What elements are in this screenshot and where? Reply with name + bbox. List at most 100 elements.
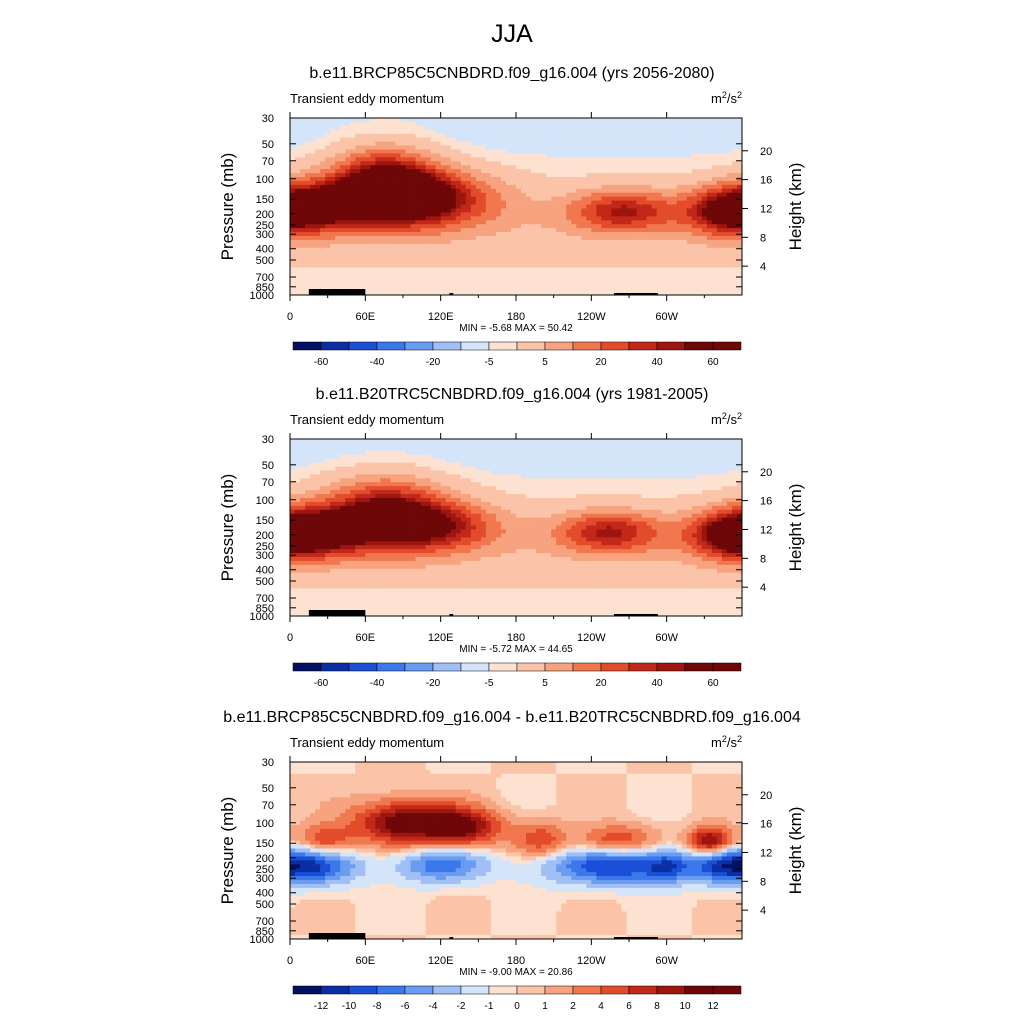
- heatmap-cell: [556, 232, 562, 237]
- heatmap-cell: [415, 184, 421, 190]
- heatmap-cell: [591, 125, 597, 131]
- heatmap-cell: [731, 470, 738, 475]
- heatmap-cell: [360, 458, 366, 463]
- heatmap-cell: [370, 173, 376, 178]
- heatmap-cell: [365, 239, 371, 245]
- heatmap-cell: [526, 439, 532, 444]
- heatmap-cell: [616, 263, 622, 268]
- heatmap-cell: [621, 259, 627, 264]
- heatmap-cell: [701, 177, 708, 182]
- heatmap-cell: [505, 161, 512, 166]
- heatmap-cell: [405, 129, 411, 135]
- heatmap-cell: [305, 153, 311, 158]
- heatmap-cell: [621, 247, 627, 253]
- heatmap-cell: [430, 169, 437, 174]
- heatmap-cell: [596, 141, 602, 146]
- heatmap-cell: [470, 439, 477, 444]
- heatmap-cell: [541, 228, 547, 233]
- heatmap-cell: [380, 177, 386, 182]
- heatmap-cell: [385, 291, 391, 296]
- heatmap-cell: [455, 236, 462, 241]
- heatmap-cell: [345, 259, 351, 264]
- heatmap-cell: [390, 129, 396, 135]
- heatmap-cell: [566, 439, 572, 444]
- heatmap-cell: [716, 161, 723, 166]
- heatmap-cell: [290, 121, 296, 127]
- heatmap-cell: [691, 255, 698, 260]
- heatmap-cell: [551, 442, 557, 448]
- heatmap-cell: [450, 232, 457, 237]
- heatmap-cell: [671, 141, 678, 146]
- heatmap-cell: [621, 216, 627, 221]
- heatmap-cell: [385, 228, 391, 233]
- heatmap-cell: [480, 145, 487, 150]
- heatmap-cell: [621, 267, 627, 272]
- heatmap-cell: [460, 125, 467, 131]
- heatmap-cell: [571, 259, 577, 264]
- heatmap-cell: [390, 287, 396, 292]
- heatmap-cell: [561, 228, 567, 233]
- heatmap-cell: [536, 291, 542, 296]
- heatmap-cell: [596, 180, 602, 186]
- heatmap-cell: [470, 141, 477, 146]
- heatmap-cell: [435, 180, 442, 186]
- heatmap-cell: [480, 137, 487, 142]
- heatmap-cell: [736, 283, 743, 288]
- heatmap-cell: [435, 169, 442, 174]
- heatmap-cell: [516, 251, 522, 257]
- heatmap-cell: [345, 263, 351, 268]
- heatmap-cell: [305, 180, 311, 186]
- heatmap-cell: [370, 216, 376, 221]
- heatmap-cell: [420, 255, 426, 260]
- heatmap-cell: [531, 243, 537, 249]
- heatmap-cell: [586, 216, 592, 221]
- heatmap-cell: [480, 470, 487, 475]
- heatmap-cell: [495, 462, 502, 467]
- heatmap-cell: [716, 133, 723, 139]
- heatmap-cell: [671, 196, 678, 201]
- heatmap-cell: [541, 133, 547, 139]
- heatmap-cell: [320, 446, 326, 452]
- heatmap-cell: [601, 118, 607, 123]
- heatmap-cell: [320, 153, 326, 158]
- heatmap-cell: [395, 442, 401, 448]
- heatmap-cell: [691, 275, 698, 280]
- heatmap-cell: [290, 247, 296, 253]
- heatmap-cell: [606, 165, 612, 170]
- heatmap-cell: [350, 458, 356, 463]
- heatmap-cell: [355, 470, 361, 475]
- heatmap-cell: [641, 279, 647, 284]
- heatmap-cell: [566, 259, 572, 264]
- heatmap-cell: [686, 121, 693, 127]
- heatmap-cell: [551, 275, 557, 280]
- heatmap-cell: [395, 133, 401, 139]
- heatmap-cell: [500, 263, 507, 268]
- heatmap-cell: [480, 267, 487, 272]
- heatmap-cell: [601, 271, 607, 276]
- heatmap-cell: [435, 196, 442, 201]
- heatmap-cell: [706, 279, 713, 284]
- heatmap-cell: [541, 454, 547, 460]
- heatmap-cell: [310, 157, 316, 162]
- heatmap-cell: [676, 204, 683, 209]
- heatmap-cell: [495, 169, 502, 174]
- heatmap-cell: [626, 192, 632, 198]
- heatmap-cell: [616, 247, 622, 253]
- heatmap-cell: [571, 275, 577, 280]
- heatmap-cell: [546, 454, 552, 460]
- heatmap-cell: [335, 267, 341, 272]
- heatmap-cell: [661, 137, 668, 142]
- heatmap-cell: [425, 470, 432, 475]
- heatmap-cell: [400, 267, 406, 272]
- heatmap-cell: [465, 271, 472, 276]
- heatmap-cell: [295, 247, 301, 253]
- heatmap-cell: [425, 466, 432, 471]
- heatmap-cell: [656, 279, 663, 284]
- heatmap-cell: [425, 275, 432, 280]
- heatmap-cell: [731, 251, 738, 257]
- heatmap-cell: [531, 458, 537, 463]
- heatmap-cell: [591, 165, 597, 170]
- heatmap-cell: [601, 458, 607, 463]
- heatmap-cell: [531, 141, 537, 146]
- heatmap-cell: [430, 188, 437, 194]
